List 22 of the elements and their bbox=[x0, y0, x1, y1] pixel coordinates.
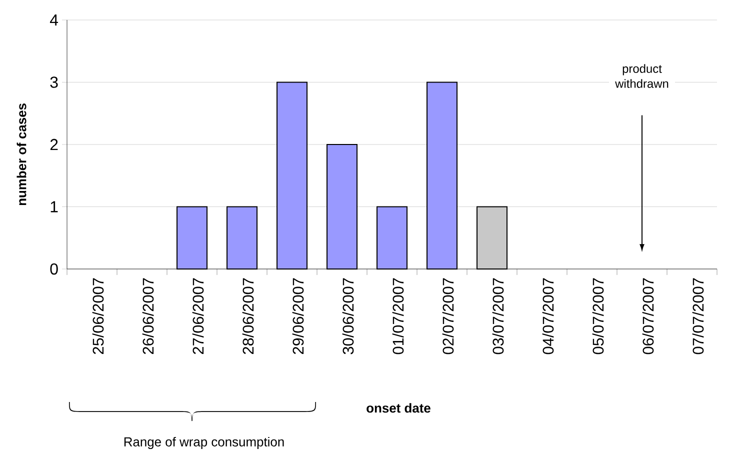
x-tick-label: 04/07/2007 bbox=[542, 278, 554, 354]
x-tick-label: 06/07/2007 bbox=[642, 278, 654, 354]
y-tick-label: 3 bbox=[50, 76, 58, 88]
y-tick-label: 1 bbox=[50, 201, 58, 212]
x-tick-label: 05/07/2007 bbox=[592, 278, 604, 354]
x-tick-label: 02/07/2007 bbox=[442, 278, 454, 354]
annotation: product withdrawn bbox=[615, 64, 668, 88]
y-axis-title: number of cases bbox=[16, 104, 26, 206]
y-tick-label: 2 bbox=[50, 138, 58, 150]
x-tick-label: 29/06/2007 bbox=[292, 278, 304, 354]
x-tick-label: 03/07/2007 bbox=[492, 278, 504, 354]
y-tick-label: 0 bbox=[50, 263, 58, 275]
text: Range of wrap consumption bbox=[124, 436, 284, 450]
x-tick-label: 25/06/2007 bbox=[92, 278, 104, 354]
x-tick-label: 28/06/2007 bbox=[242, 278, 254, 354]
y-tick-label: 4 bbox=[50, 14, 58, 26]
x-tick-label: 27/06/2007 bbox=[192, 278, 204, 354]
x-tick-label: 30/06/2007 bbox=[342, 278, 354, 354]
x-tick-label: 07/07/2007 bbox=[692, 278, 704, 354]
x-tick-label: 26/06/2007 bbox=[142, 278, 154, 354]
x-tick-label: 01/07/2007 bbox=[392, 278, 404, 354]
x-axis-title: onset date bbox=[366, 403, 430, 413]
